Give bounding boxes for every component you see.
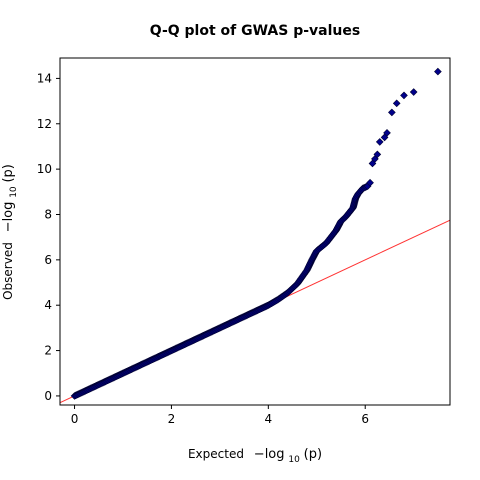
- data-point: [434, 67, 442, 76]
- data-point: [388, 108, 396, 117]
- data-point: [373, 150, 382, 159]
- data-points-group: [70, 67, 442, 400]
- plot-frame: [59, 57, 451, 406]
- y-axis-label-math-post: (p): [1, 164, 16, 182]
- y-axis-label-group: Observed −log 10 (p): [1, 164, 19, 300]
- x-axis-label-prefix: Expected: [188, 447, 244, 461]
- y-axis-label-prefix: Observed: [1, 242, 15, 300]
- x-tick-label: 0: [71, 412, 79, 426]
- x-tick-label: 6: [361, 412, 369, 426]
- x-tick-label: 4: [265, 412, 273, 426]
- y-axis-label-sub: 10: [9, 186, 19, 198]
- data-point: [375, 138, 384, 146]
- x-axis-label-sub: 10: [288, 455, 300, 465]
- x-axis-label-math: −log: [254, 447, 285, 462]
- y-axis-ticks: 0 2 4 6 8 10 12 14: [37, 71, 60, 403]
- y-tick-label: 8: [44, 207, 52, 221]
- y-tick-label: 0: [44, 389, 52, 403]
- y-tick-label: 14: [37, 71, 52, 85]
- data-point: [366, 178, 374, 187]
- x-tick-label: 2: [168, 412, 176, 426]
- chart-title: Q-Q plot of GWAS p-values: [150, 23, 360, 39]
- x-axis-ticks: 0 2 4 6: [71, 405, 369, 426]
- y-axis-label-math: −log: [1, 202, 16, 233]
- data-point: [383, 129, 391, 137]
- x-axis-label: Expected −log 10 (p): [188, 447, 322, 465]
- y-tick-label: 6: [44, 253, 52, 267]
- data-point: [400, 91, 408, 100]
- y-tick-label: 2: [44, 344, 52, 358]
- data-point: [409, 88, 418, 96]
- y-tick-label: 12: [37, 117, 52, 131]
- y-tick-label: 4: [44, 298, 52, 312]
- x-axis-label-math-post: (p): [304, 447, 322, 462]
- y-tick-label: 10: [37, 162, 52, 176]
- data-point: [392, 99, 401, 108]
- y-axis-label: Observed −log 10 (p): [1, 164, 19, 300]
